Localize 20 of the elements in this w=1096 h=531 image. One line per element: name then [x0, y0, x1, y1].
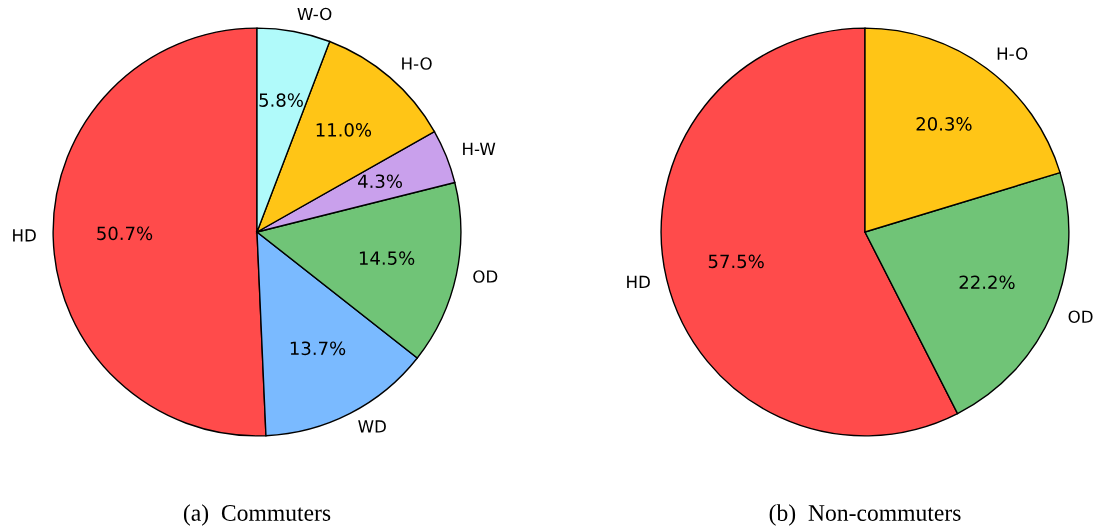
- data-label: 57.5%: [708, 254, 764, 269]
- slice-label: HD: [13, 229, 36, 242]
- text: (b) Non-commuters: [769, 504, 961, 526]
- slice-label: OD: [473, 270, 498, 283]
- slice-label: HD: [627, 275, 650, 288]
- data-label: 13.7%: [290, 341, 346, 356]
- slice-label: H-O: [402, 57, 432, 70]
- slice-label: H-O: [997, 47, 1028, 60]
- data-label: 22.2%: [959, 275, 1015, 290]
- data-label: 50.7%: [97, 226, 153, 241]
- data-label: 11.0%: [316, 123, 372, 137]
- text: (a) Commuters: [183, 504, 331, 526]
- data-label: 14.5%: [359, 251, 415, 265]
- data-label: 20.3%: [916, 117, 972, 131]
- slice-label: H-W: [463, 142, 496, 155]
- slice-label: W-O: [297, 7, 332, 21]
- slice-label: OD: [1068, 310, 1093, 324]
- slice-label: WD: [358, 420, 386, 433]
- data-label: 4.3%: [358, 174, 402, 189]
- data-label: 5.8%: [259, 93, 303, 107]
